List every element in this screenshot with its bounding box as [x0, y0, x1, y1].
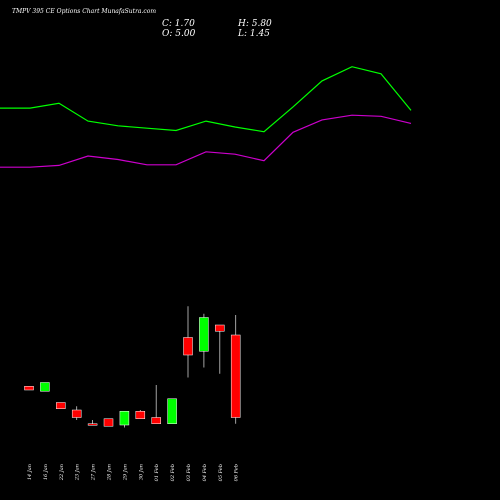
bands-layer: [0, 66, 412, 168]
candle: [119, 411, 130, 428]
x-tick-label: 16 Jan: [43, 464, 49, 480]
x-tick-label: 29 Jan: [122, 464, 128, 481]
candle: [230, 315, 241, 424]
x-tick-label: 03 Feb: [186, 464, 192, 481]
candle-body: [24, 386, 34, 391]
candle-body: [199, 317, 209, 352]
x-tick-label: 01 Feb: [154, 464, 160, 481]
x-axis-ticks: 14 Jan 16 Jan 22 Jan 23 Jan 27 Jan 28 Jan 29 J…: [27, 464, 240, 481]
candles-layer: [24, 306, 241, 428]
candle: [199, 313, 209, 368]
candle-body: [183, 337, 193, 356]
x-tick-label: 23 Jan: [75, 464, 81, 481]
candle: [24, 386, 34, 391]
x-tick-label: 05 Feb: [218, 464, 224, 481]
candle: [56, 402, 66, 409]
candle-body: [135, 411, 146, 419]
candle-body: [40, 382, 50, 392]
candle-body: [103, 418, 114, 427]
x-tick-label: 30 Jan: [138, 464, 144, 480]
x-tick-label: 22 Jan: [59, 464, 65, 481]
candle-body: [71, 409, 82, 418]
candle: [71, 406, 82, 420]
candle: [87, 420, 98, 426]
candle: [215, 324, 225, 374]
open-value: O: 5.00: [162, 29, 196, 39]
candle-body: [56, 402, 66, 409]
candle: [103, 418, 114, 427]
candle: [183, 306, 193, 378]
candle-body: [151, 417, 161, 424]
x-tick-label: 06 Feb: [234, 464, 240, 481]
candle-body: [87, 423, 98, 426]
candle-body: [167, 398, 177, 424]
x-tick-label: 02 Feb: [170, 464, 176, 481]
upper-band-line: [0, 66, 412, 133]
candle-body: [230, 334, 241, 418]
candle-body: [215, 324, 225, 332]
high-value: H: 5.80: [238, 19, 272, 29]
candle-body: [119, 411, 130, 426]
chart-title: TMPV 395 CE Options Chart MunafaSutra.co…: [12, 8, 157, 15]
x-tick-label: 14 Jan: [27, 464, 33, 480]
x-tick-label: 04 Feb: [202, 464, 208, 481]
low-value: L: 1.45: [238, 29, 270, 39]
candle: [167, 398, 177, 424]
close-value: C: 1.70: [162, 19, 195, 29]
lower-band-line: [0, 114, 412, 168]
candle: [135, 410, 146, 419]
candle: [40, 382, 50, 392]
x-tick-label: 27 Jan: [91, 464, 97, 481]
x-tick-label: 28 Jan: [107, 464, 113, 481]
candle: [151, 385, 161, 424]
